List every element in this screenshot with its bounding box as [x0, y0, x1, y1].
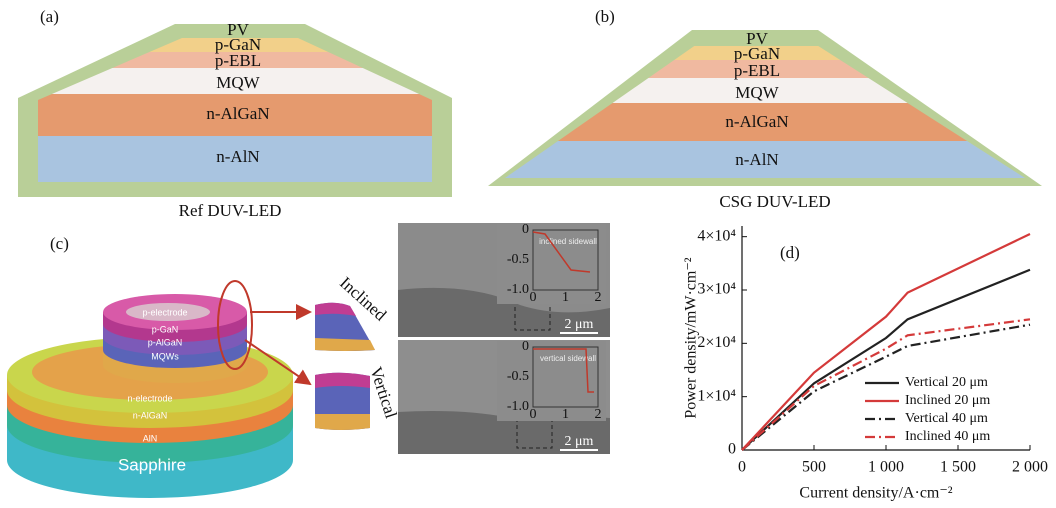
layer-label: n-AlN	[216, 147, 259, 166]
y-tick-label: 3×10⁴	[697, 281, 736, 298]
layer-label: p-electrode	[142, 307, 187, 317]
inset-y-tick: -1.0	[507, 282, 529, 297]
layer-label: n-AlGaN	[725, 112, 788, 131]
legend-label: Inclined 20 μm	[905, 393, 990, 408]
legend-label: Vertical 20 μm	[905, 375, 988, 390]
scale-label: 2 μm	[565, 317, 594, 332]
layer-label: p-GaN	[152, 324, 179, 334]
inset-y-tick: -0.5	[507, 252, 529, 267]
inset-x-tick: 2	[595, 290, 602, 305]
layer-label: n-AlGaN	[206, 104, 269, 123]
panel-label: (b)	[595, 7, 615, 26]
inset-x-tick: 0	[530, 290, 537, 305]
y-tick-label: 4×10⁴	[697, 227, 736, 244]
figure: (a) PV p-GaN p-EBL MQW n-AlGaN n-AlN Ref…	[0, 0, 1056, 508]
inset-y-tick: 0	[522, 222, 529, 237]
x-tick-label: 1 000	[868, 459, 904, 476]
scale-label: 2 μm	[565, 434, 594, 449]
x-tick-label: 500	[802, 459, 826, 476]
y-tick-label: 0	[728, 441, 736, 458]
caption: CSG DUV-LED	[719, 192, 830, 211]
x-tick-label: 2 000	[1012, 459, 1048, 476]
layer-label: n-AlN	[735, 150, 778, 169]
inset-x-tick: 2	[595, 407, 602, 422]
layer-label: Sapphire	[118, 455, 186, 474]
layer-label: n-AlGaN	[133, 410, 168, 420]
panel-label: (c)	[50, 234, 69, 253]
layer-label: MQWs	[151, 351, 179, 361]
inset-x-tick: 1	[562, 407, 569, 422]
y-axis-label: Power density/mW·cm⁻²	[683, 257, 700, 418]
layer-label: MQW	[216, 73, 260, 92]
layer-label: p-EBL	[734, 61, 780, 80]
callout: Vertical	[366, 364, 400, 420]
inset-note: vertical sidewall	[540, 354, 596, 363]
panel-label: (a)	[40, 7, 59, 26]
legend-label: Inclined 40 μm	[905, 429, 990, 444]
legend-label: Vertical 40 μm	[905, 411, 988, 426]
x-axis-label: Current density/A·cm⁻²	[799, 485, 952, 502]
inset-x-tick: 1	[562, 290, 569, 305]
inset-y-tick: -0.5	[507, 369, 529, 384]
panel-label: (d)	[780, 243, 800, 262]
layer-label: p-EBL	[215, 51, 261, 70]
x-tick-label: 0	[738, 459, 746, 476]
layer-label: MQW	[735, 83, 779, 102]
y-tick-label: 1×10⁴	[697, 387, 736, 404]
inset-y-tick: 0	[522, 339, 529, 354]
device-3d	[7, 281, 375, 498]
inset-x-tick: 0	[530, 407, 537, 422]
x-tick-label: 1 500	[940, 459, 976, 476]
layer-label: p-AlGaN	[148, 337, 183, 347]
caption: Ref DUV-LED	[179, 201, 282, 220]
layer-label: n-electrode	[127, 393, 172, 403]
y-tick-label: 2×10⁴	[697, 334, 736, 351]
inset-y-tick: -1.0	[507, 399, 529, 414]
layer-label: AlN	[143, 433, 158, 443]
chart: 0 1×10⁴ 2×10⁴ 3×10⁴ 4×10⁴ 0 500 1 000 1 500 2 000…	[683, 226, 1048, 502]
